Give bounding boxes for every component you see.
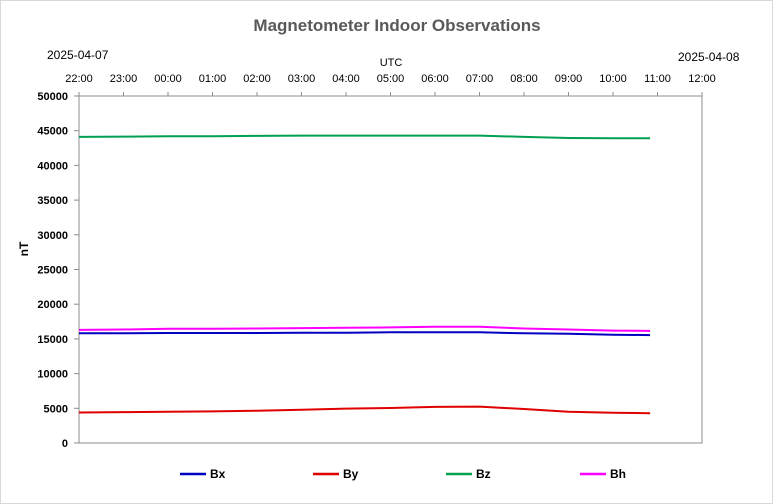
y-tick-label: 25000	[37, 265, 68, 277]
x-tick-label: 03:00	[288, 73, 316, 85]
y-axis: 0 5000 10000 15000 20000 25000 30000 35000 40000…	[37, 91, 79, 450]
legend-label-bx: Bx	[210, 467, 226, 481]
x-tick-label: 02:00	[243, 73, 271, 85]
plot-area	[78, 95, 703, 444]
series-line-by	[78, 405, 651, 415]
top-axis-label: UTC	[380, 57, 403, 69]
y-tick-label: 40000	[37, 160, 68, 172]
x-tick-label: 06:00	[421, 73, 449, 85]
date-right: 2025-04-08	[678, 50, 740, 64]
x-tick-label: 22:00	[65, 73, 93, 85]
y-tick-label: 45000	[37, 126, 68, 138]
y-tick-label: 20000	[37, 299, 68, 311]
legend: Bx By Bz Bh	[180, 467, 626, 481]
y-tick-label: 35000	[37, 195, 68, 207]
x-tick-label: 09:00	[555, 73, 583, 85]
legend-label-by: By	[343, 467, 359, 481]
x-tick-label: 07:00	[466, 73, 494, 85]
x-tick-label: 00:00	[154, 73, 182, 85]
x-tick-label: 01:00	[199, 73, 227, 85]
legend-label-bh: Bh	[610, 467, 626, 481]
x-tick-label: 10:00	[599, 73, 627, 85]
y-tick-label: 30000	[37, 230, 68, 242]
y-tick-label: 10000	[37, 369, 68, 381]
y-tick-label: 0	[62, 438, 68, 450]
chart-title: Magnetometer Indoor Observations	[253, 16, 540, 35]
date-left: 2025-04-07	[47, 48, 109, 62]
series-line-bh	[78, 325, 651, 332]
series-lines	[78, 134, 651, 415]
y-tick-label: 50000	[37, 91, 68, 103]
legend-label-bz: Bz	[476, 467, 491, 481]
x-tick-label: 08:00	[510, 73, 538, 85]
y-axis-label: nT	[17, 241, 31, 256]
y-tick-label: 15000	[37, 334, 68, 346]
x-tick-label: 05:00	[377, 73, 405, 85]
series-line-bz	[78, 134, 651, 140]
x-tick-label: 04:00	[332, 73, 360, 85]
x-axis: 22:00 23:00 00:00 01:00 02:00 03:00 04:00 05:00…	[65, 73, 716, 96]
x-tick-label: 11:00	[644, 73, 671, 85]
y-tick-label: 5000	[44, 403, 68, 415]
x-tick-label: 23:00	[110, 73, 138, 85]
series-line-bx	[79, 331, 651, 337]
x-tick-label: 12:00	[688, 73, 716, 85]
